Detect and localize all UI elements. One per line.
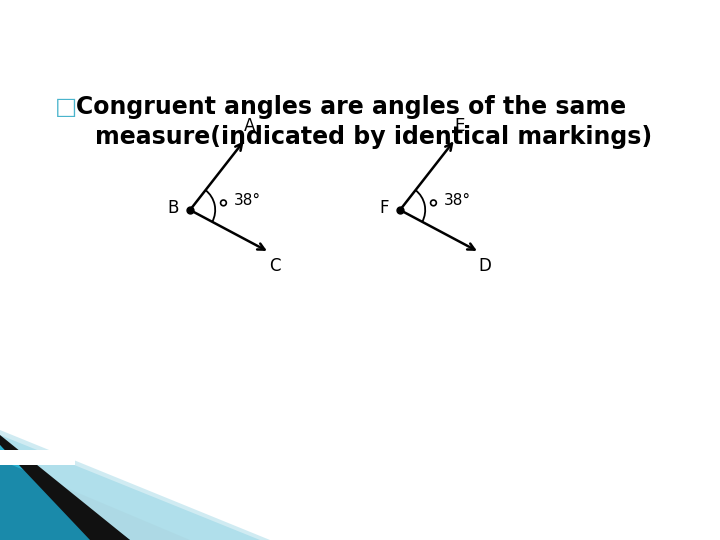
Polygon shape [0,460,190,540]
Text: Congruent angles are angles of the same: Congruent angles are angles of the same [76,95,626,119]
Text: measure(indicated by identical markings): measure(indicated by identical markings) [95,125,652,149]
Text: B: B [168,199,179,217]
Text: A: A [244,118,256,136]
Text: □: □ [55,95,77,119]
Text: 38°: 38° [234,193,261,208]
Polygon shape [0,435,260,540]
Polygon shape [0,435,130,540]
Text: 38°: 38° [444,193,471,208]
Polygon shape [0,430,270,540]
Text: E: E [455,118,465,136]
Text: C: C [269,256,281,275]
Text: F: F [379,199,390,217]
Polygon shape [0,430,75,465]
Text: D: D [478,256,491,275]
